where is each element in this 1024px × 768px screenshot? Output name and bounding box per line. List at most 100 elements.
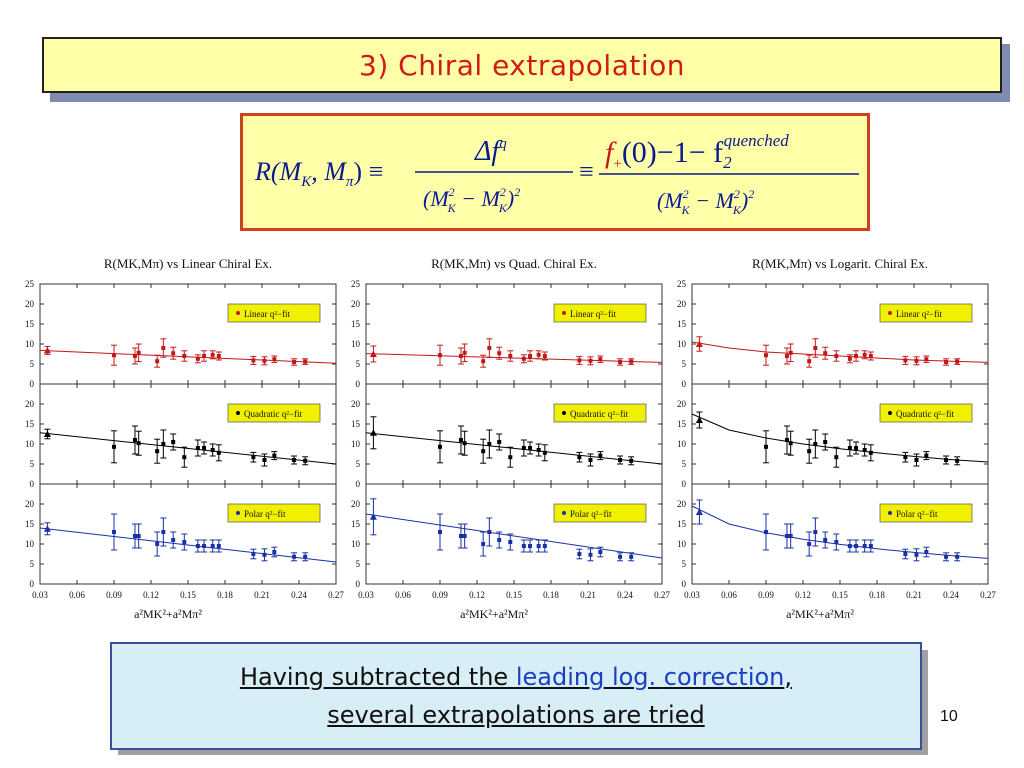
y-tick-label: 25	[351, 279, 361, 289]
data-point	[807, 542, 812, 546]
data-point	[481, 542, 486, 546]
data-point	[481, 449, 486, 454]
data-point	[369, 513, 377, 520]
chart-1: R(MK,Mπ) vs Linear Chiral Ex. 0 5 10 15 20 25 L…	[25, 256, 344, 621]
data-point	[161, 442, 166, 446]
data-point	[834, 354, 839, 358]
formula-eq2: ≡	[579, 157, 594, 186]
charts-area: R(MK,Mπ) vs Linear Chiral Ex. 0 5 10 15 20 25 L…	[25, 256, 996, 621]
data-point	[903, 358, 908, 363]
y-tick-label: 15	[677, 319, 687, 329]
data-point	[784, 534, 789, 538]
data-point	[132, 354, 137, 358]
fit-curve	[691, 413, 989, 463]
legend-marker	[888, 411, 892, 415]
x-tick-label: 0.09	[106, 590, 122, 600]
data-point	[536, 352, 541, 357]
data-point	[813, 346, 818, 350]
data-point	[598, 550, 603, 554]
panel-frame	[39, 283, 337, 385]
y-tick-label: 20	[351, 499, 361, 509]
data-point	[182, 540, 187, 544]
data-point	[508, 540, 513, 544]
chart-title: R(MK,Mπ) vs Logarit. Chiral Ex.	[752, 256, 928, 271]
data-point	[195, 446, 200, 450]
data-point	[542, 450, 547, 455]
message-box: Having subtracted the leading log. corre…	[110, 642, 922, 750]
y-tick-label: 20	[677, 299, 687, 309]
x-tick-label: 0.12	[143, 590, 159, 600]
panel-frame	[691, 483, 989, 585]
y-tick-label: 10	[677, 439, 687, 449]
y-tick-label: 15	[351, 419, 361, 429]
data-point	[924, 357, 929, 362]
data-point	[862, 448, 867, 452]
data-point	[132, 534, 137, 538]
x-tick-label: 0.03	[684, 590, 700, 600]
x-tick-label: 0.18	[543, 590, 559, 600]
data-point	[577, 358, 582, 363]
data-point	[210, 544, 215, 548]
y-tick-label: 0	[356, 379, 361, 389]
data-point	[171, 440, 176, 444]
data-point	[521, 446, 526, 450]
data-point	[272, 550, 277, 554]
data-point	[458, 438, 463, 442]
data-point	[251, 455, 256, 460]
data-point	[112, 353, 116, 358]
y-tick-label: 0	[30, 579, 35, 589]
data-point	[487, 346, 492, 350]
data-point	[695, 508, 703, 515]
data-point	[834, 540, 839, 544]
formula-lhs: R(MK, Mπ) ≡	[254, 157, 383, 190]
legend-marker	[562, 411, 566, 415]
data-point	[182, 455, 187, 460]
data-point	[823, 351, 828, 356]
data-point	[303, 554, 308, 559]
legend-marker	[888, 511, 892, 515]
data-point	[528, 354, 533, 358]
fit-curve	[39, 432, 337, 465]
data-point	[136, 350, 141, 355]
data-point	[458, 534, 463, 538]
legend-box	[553, 303, 647, 323]
data-point	[251, 358, 256, 363]
data-point	[823, 440, 828, 444]
y-tick-label: 20	[677, 499, 687, 509]
fit-curve	[365, 353, 663, 363]
data-point	[210, 352, 215, 357]
data-point	[112, 444, 116, 449]
data-point	[497, 538, 502, 542]
data-point	[868, 544, 873, 548]
y-tick-label: 10	[677, 339, 687, 349]
data-point	[292, 458, 297, 462]
fit-curve	[365, 513, 663, 559]
data-point	[955, 359, 960, 364]
y-tick-label: 0	[356, 579, 361, 589]
data-point	[462, 534, 467, 538]
data-point	[862, 352, 867, 357]
formula-den2: (M2 K − M2 K)2	[657, 187, 754, 217]
data-point	[481, 359, 486, 364]
formula-num1: Δfq	[474, 136, 507, 167]
data-point	[132, 438, 137, 442]
data-point	[112, 530, 116, 534]
x-tick-label: 0.24	[617, 590, 633, 600]
data-point	[618, 458, 623, 462]
y-tick-label: 5	[30, 359, 35, 369]
data-point	[303, 359, 308, 364]
y-tick-label: 5	[30, 459, 35, 469]
y-tick-label: 20	[351, 399, 361, 409]
x-tick-label: 0.06	[69, 590, 85, 600]
legend-label: Linear q²−fit	[244, 309, 291, 319]
data-point	[202, 446, 207, 450]
data-point	[369, 429, 377, 436]
data-point	[813, 442, 818, 446]
fit-curve	[39, 349, 337, 364]
data-point	[807, 449, 812, 454]
legend-marker	[562, 311, 566, 315]
data-point	[508, 354, 513, 358]
fit-curve	[39, 527, 337, 563]
legend-box	[553, 403, 647, 423]
data-point	[847, 446, 852, 450]
